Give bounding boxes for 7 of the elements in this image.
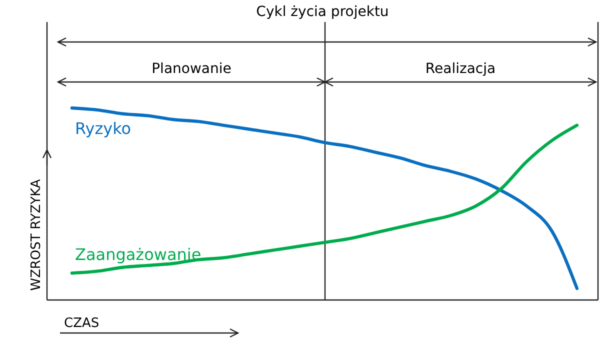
series-label: Zaangażowanie	[75, 245, 202, 264]
series-label: Ryzyko	[75, 119, 132, 138]
y-axis-title: WZROST RYZYKA	[29, 179, 44, 291]
chart-title: Cykl życia projektu	[256, 4, 389, 20]
text: Planowanie	[152, 61, 232, 77]
x-axis-title: CZAS	[64, 316, 100, 331]
text: Realizacja	[425, 61, 496, 77]
